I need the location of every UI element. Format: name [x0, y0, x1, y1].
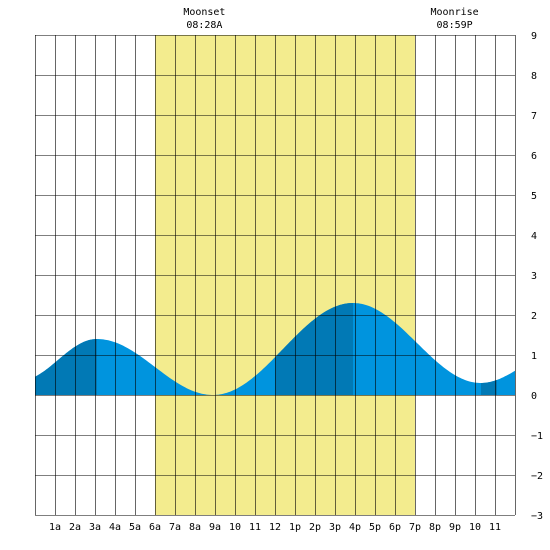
x-tick-label: 1p: [289, 522, 301, 533]
x-tick-label: 9a: [209, 522, 221, 533]
y-tick-label: 6: [531, 151, 537, 162]
x-tick-label: 11: [249, 522, 261, 533]
y-tick-label: 8: [531, 71, 537, 82]
moon-event-label: Moonset: [183, 7, 225, 18]
y-tick-label: 2: [531, 311, 537, 322]
y-tick-label: 0: [531, 391, 537, 402]
moon-event-label: Moonrise: [431, 7, 479, 18]
tide-area: [35, 303, 515, 395]
daylight-band: [155, 35, 415, 515]
x-tick-label: 5a: [129, 522, 141, 533]
x-tick-label: 3p: [329, 522, 341, 533]
y-tick-label: 1: [531, 351, 537, 362]
y-axis-labels: −3 −2 −1 0 1 2 3 4 5 6 7 8 9: [531, 31, 543, 522]
x-tick-label: 12: [269, 522, 281, 533]
x-tick-label: 4a: [109, 522, 121, 533]
moon-annotations: Moonset 08:28A Moonrise 08:59P: [183, 7, 478, 31]
x-tick-label: 6p: [389, 522, 401, 533]
x-tick-label: 1a: [49, 522, 61, 533]
y-tick-label: 4: [531, 231, 537, 242]
y-tick-label: 9: [531, 31, 537, 42]
x-tick-label: 2p: [309, 522, 321, 533]
y-tick-label: 5: [531, 191, 537, 202]
x-tick-label: 7p: [409, 522, 421, 533]
x-tick-label: 10: [229, 522, 241, 533]
moon-event-time: 08:28A: [186, 20, 222, 31]
x-tick-label: 5p: [369, 522, 381, 533]
x-tick-label: 3a: [89, 522, 101, 533]
moon-event-time: 08:59P: [437, 20, 473, 31]
x-tick-label: 2a: [69, 522, 81, 533]
x-tick-label: 9p: [449, 522, 461, 533]
tide-area-fill: [35, 303, 515, 395]
tide-area-highlight: [481, 379, 497, 395]
x-axis-labels: 1a 2a 3a 4a 5a 6a 7a 8a 9a 10 11 12 1p 2p 3p 4p 5p 6p 7p 8p…: [49, 522, 501, 533]
daylight-rect: [155, 35, 415, 515]
x-tick-label: 6a: [149, 522, 161, 533]
y-tick-label: −3: [531, 511, 543, 522]
x-tick-label: 10: [469, 522, 481, 533]
x-tick-label: 8p: [429, 522, 441, 533]
tide-area-highlight: [35, 339, 97, 395]
y-tick-label: 7: [531, 111, 537, 122]
y-tick-label: 3: [531, 271, 537, 282]
x-tick-label: 11: [489, 522, 501, 533]
x-tick-label: 8a: [189, 522, 201, 533]
x-tick-label: 7a: [169, 522, 181, 533]
y-tick-label: −1: [531, 431, 543, 442]
grid: [35, 35, 516, 516]
tide-area-highlight: [275, 303, 353, 395]
x-tick-label: 4p: [349, 522, 361, 533]
y-tick-label: −2: [531, 471, 543, 482]
